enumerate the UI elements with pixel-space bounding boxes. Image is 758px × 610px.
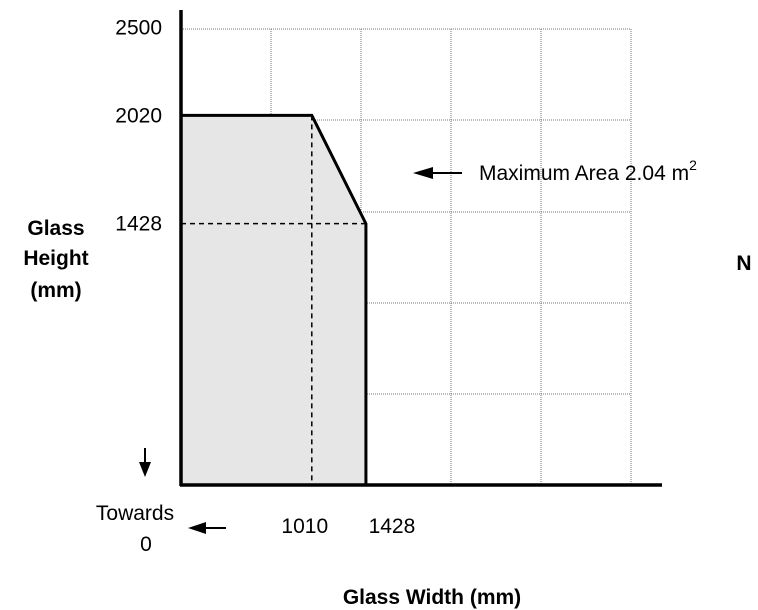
x-tick-labels: 1010 1428 (281, 515, 415, 538)
y-axis-label-line-2: Height (23, 247, 88, 270)
y-tick-label: 2500 (115, 17, 162, 40)
towards-zero-note: Towards 0 (96, 448, 226, 556)
y-axis-label-line-1: Glass (27, 217, 84, 240)
y-tick-label: 2020 (115, 104, 162, 127)
annotation-text: Maximum Area 2.04 m2 (479, 157, 697, 185)
zero-label: 0 (140, 533, 152, 556)
allowed-area (181, 115, 366, 485)
towards-label: Towards (96, 502, 174, 525)
y-axis-label-line-3: (mm) (30, 279, 81, 302)
left-arrow-head (188, 522, 206, 534)
x-tick-label: 1428 (369, 515, 416, 538)
y-tick-label: 1428 (115, 213, 162, 236)
down-arrow-head (139, 462, 151, 477)
annotation-arrow-head (413, 167, 433, 179)
y-tick-labels: 2500 2020 1428 (115, 17, 162, 236)
maximum-size-boundary (181, 113, 368, 485)
x-tick-label: 1010 (281, 515, 328, 538)
side-label: N (736, 252, 751, 275)
x-axis-label: Glass Width (mm) (343, 586, 521, 609)
maximum-area-annotation: Maximum Area 2.04 m2 (413, 157, 697, 185)
